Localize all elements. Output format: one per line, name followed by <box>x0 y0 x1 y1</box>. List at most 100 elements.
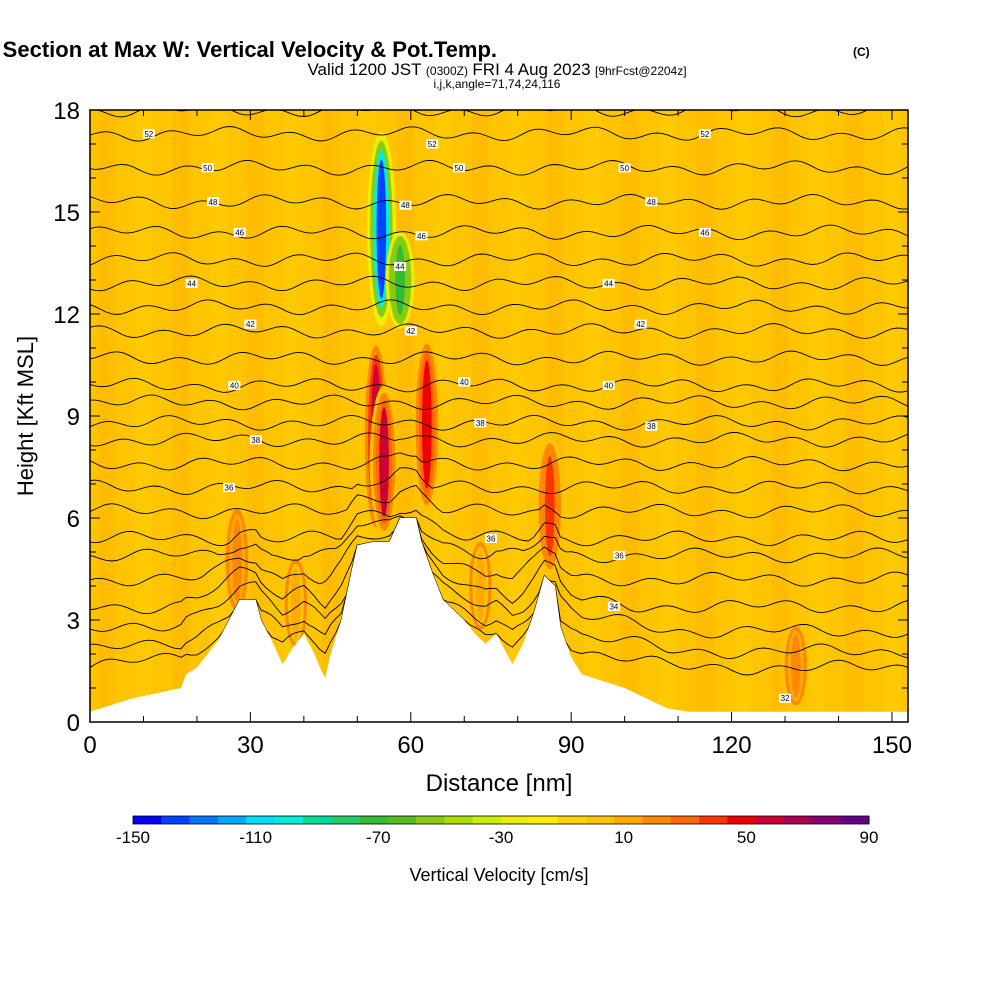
contour-label-text: 40 <box>460 378 469 387</box>
updraft-cell <box>475 551 486 621</box>
y-tick-label: 12 <box>53 302 80 329</box>
contour-label-box <box>645 421 658 431</box>
y-tick-label: 0 <box>67 710 80 737</box>
contour-label: 46 <box>415 231 428 241</box>
contour-label-text: 40 <box>230 381 239 390</box>
colorbar-frame <box>132 815 870 825</box>
contour-label-text: 36 <box>615 551 624 560</box>
contour-label-text: 38 <box>251 436 260 445</box>
updraft-cell <box>790 634 801 698</box>
colorbar-segment <box>331 816 360 824</box>
contour-label-text: 48 <box>401 201 410 210</box>
contour-label-text: 36 <box>225 483 234 492</box>
contour-label: 36 <box>613 550 626 560</box>
colorbar-label: Vertical Velocity [cm/s] <box>409 865 588 885</box>
subtitle-valid: Valid 1200 JST <box>307 60 421 79</box>
contour-label-box <box>233 227 246 237</box>
contour-labels: 32 34 36 36 36 38 38 38 40 40 40 42 42 42 44 44 44 46 46 46… <box>142 129 792 703</box>
plot-area: 32 34 36 36 36 38 38 38 40 40 40 42 42 42 44 44 44 46 46 46… <box>90 110 908 722</box>
contour-label-text: 38 <box>476 419 485 428</box>
colorbar-segment <box>840 816 870 824</box>
colorbar-segment <box>302 816 332 824</box>
contour-label-box <box>474 418 487 428</box>
x-tick-label: 0 <box>83 732 96 759</box>
updraft-cell <box>291 568 301 638</box>
colorbar-segment <box>161 816 191 824</box>
contour-label-text: 52 <box>700 130 709 139</box>
contour-label-text: 46 <box>700 228 709 237</box>
y-axis: 0 36 9 12 15 18 <box>53 98 908 737</box>
contour-label: 48 <box>206 197 219 207</box>
theta-contour-line <box>90 377 908 393</box>
contour-label-box <box>142 129 155 139</box>
contour-label-text: 52 <box>144 130 153 139</box>
contour-label: 44 <box>394 261 407 271</box>
y-tick-label: 18 <box>53 98 80 125</box>
field-background <box>90 110 908 722</box>
texture-streak <box>883 110 901 722</box>
contour-label-text: 36 <box>487 534 496 543</box>
theta-contour-line <box>90 452 908 472</box>
theta-contour-line <box>95 110 869 118</box>
x-tick-label: 60 <box>397 732 424 759</box>
contour-label: 34 <box>607 601 620 611</box>
contour-label-box <box>484 533 497 543</box>
updraft-cell <box>544 456 555 557</box>
contour-label-text: 48 <box>647 198 656 207</box>
contour-label-box <box>201 163 214 173</box>
texture-streak <box>134 110 153 722</box>
colorbar-tick-label: -30 <box>489 828 514 847</box>
contour-label-text: 42 <box>246 320 255 329</box>
contour-label: 46 <box>233 227 246 237</box>
contour-label: 42 <box>244 319 257 329</box>
contour-label: 52 <box>142 129 155 139</box>
y-tick-label: 9 <box>67 404 80 431</box>
colorbar-segment <box>614 816 644 824</box>
texture-streak <box>845 110 864 722</box>
updraft-cell <box>379 407 389 517</box>
y-tick-label: 15 <box>53 200 80 227</box>
contour-label: 36 <box>223 482 236 492</box>
terrain <box>90 518 908 722</box>
contour-label-box <box>698 129 711 139</box>
theta-contour-line <box>90 509 908 547</box>
contour-label-text: 42 <box>406 327 415 336</box>
y-tick-label: 3 <box>67 608 80 635</box>
contour-label: 44 <box>602 278 615 288</box>
colorbar-segment <box>274 816 304 824</box>
colorbar-segment <box>755 816 785 824</box>
colorbar-segment <box>585 816 615 824</box>
contour-label: 44 <box>185 278 198 288</box>
colorbar-segment <box>529 816 559 824</box>
contour-label-box <box>223 482 236 492</box>
contour-label-box <box>415 231 428 241</box>
theta-contour-line <box>90 517 908 660</box>
x-tick-label: 90 <box>558 732 585 759</box>
colorbar-tick-label: -150 <box>116 828 150 847</box>
contour-label-box <box>607 601 620 611</box>
contour-label: 36 <box>484 533 497 543</box>
colorbar-segment <box>727 816 757 824</box>
contour-label-box <box>228 380 241 390</box>
chart-title: Wind-Parallel Section at Max W: Vertical… <box>0 37 497 62</box>
colorbar-segment <box>359 816 389 824</box>
subtitle-date: FRI 4 Aug 2023 <box>472 60 590 79</box>
colorbar-segment <box>699 816 728 824</box>
theta-contour-line <box>90 515 908 564</box>
contour-label-box <box>394 261 407 271</box>
colorbar-segment <box>246 816 276 824</box>
contour-label: 40 <box>458 377 471 387</box>
contour-label-box <box>698 227 711 237</box>
contour-label-box <box>602 278 615 288</box>
theta-contour-line <box>90 394 908 411</box>
colorbar-tick-label: 90 <box>860 828 879 847</box>
contour-label-box <box>613 550 626 560</box>
contour-label: 42 <box>404 326 417 336</box>
contour-label: 50 <box>452 163 465 173</box>
x-axis: 0 30 60 90 120 150 <box>83 110 912 759</box>
contour-label-box <box>206 197 219 207</box>
texture-streak <box>97 110 115 722</box>
contour-label: 32 <box>779 693 792 703</box>
texture-streak <box>621 110 639 722</box>
contour-label: 50 <box>618 163 631 173</box>
